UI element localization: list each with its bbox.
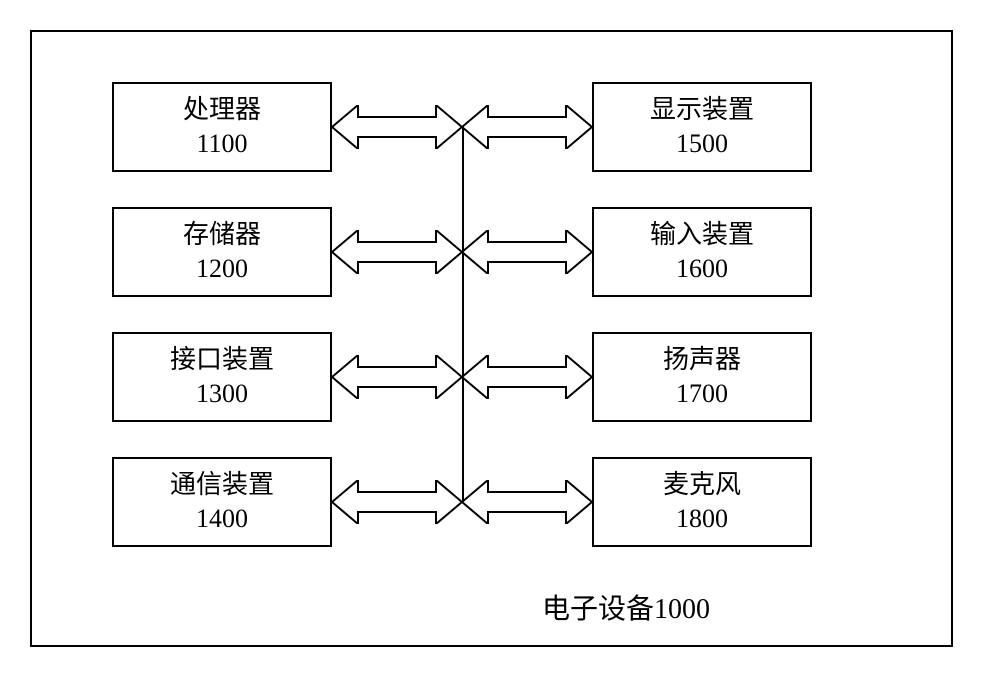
- arrow-icon: [332, 105, 462, 149]
- diagram-caption: 电子设备1000: [542, 587, 710, 627]
- arrow-icon: [332, 480, 462, 524]
- diagram-frame: 处理器 1100 存储器 1200 接口装置 1300 通信装置 1400 显示…: [30, 30, 953, 647]
- bus-line: [462, 127, 464, 502]
- box-label: 通信装置: [170, 468, 274, 502]
- box-communication: 通信装置 1400: [112, 457, 332, 547]
- box-input: 输入装置 1600: [592, 207, 812, 297]
- box-memory: 存储器 1200: [112, 207, 332, 297]
- box-label: 麦克风: [663, 468, 741, 502]
- box-label: 输入装置: [650, 218, 754, 252]
- box-number: 1300: [196, 377, 248, 411]
- box-display: 显示装置 1500: [592, 82, 812, 172]
- box-interface: 接口装置 1300: [112, 332, 332, 422]
- box-number: 1100: [196, 127, 247, 161]
- box-number: 1400: [196, 502, 248, 536]
- box-label: 存储器: [183, 218, 261, 252]
- box-microphone: 麦克风 1800: [592, 457, 812, 547]
- box-number: 1500: [676, 127, 728, 161]
- box-number: 1200: [196, 252, 248, 286]
- box-label: 处理器: [183, 93, 261, 127]
- box-number: 1600: [676, 252, 728, 286]
- box-label: 接口装置: [170, 343, 274, 377]
- arrow-icon: [462, 480, 592, 524]
- box-speaker: 扬声器 1700: [592, 332, 812, 422]
- box-processor: 处理器 1100: [112, 82, 332, 172]
- arrow-icon: [332, 230, 462, 274]
- box-number: 1800: [676, 502, 728, 536]
- arrow-icon: [332, 355, 462, 399]
- box-label: 显示装置: [650, 93, 754, 127]
- box-label: 扬声器: [663, 343, 741, 377]
- arrow-icon: [462, 230, 592, 274]
- arrow-icon: [462, 355, 592, 399]
- box-number: 1700: [676, 377, 728, 411]
- arrow-icon: [462, 105, 592, 149]
